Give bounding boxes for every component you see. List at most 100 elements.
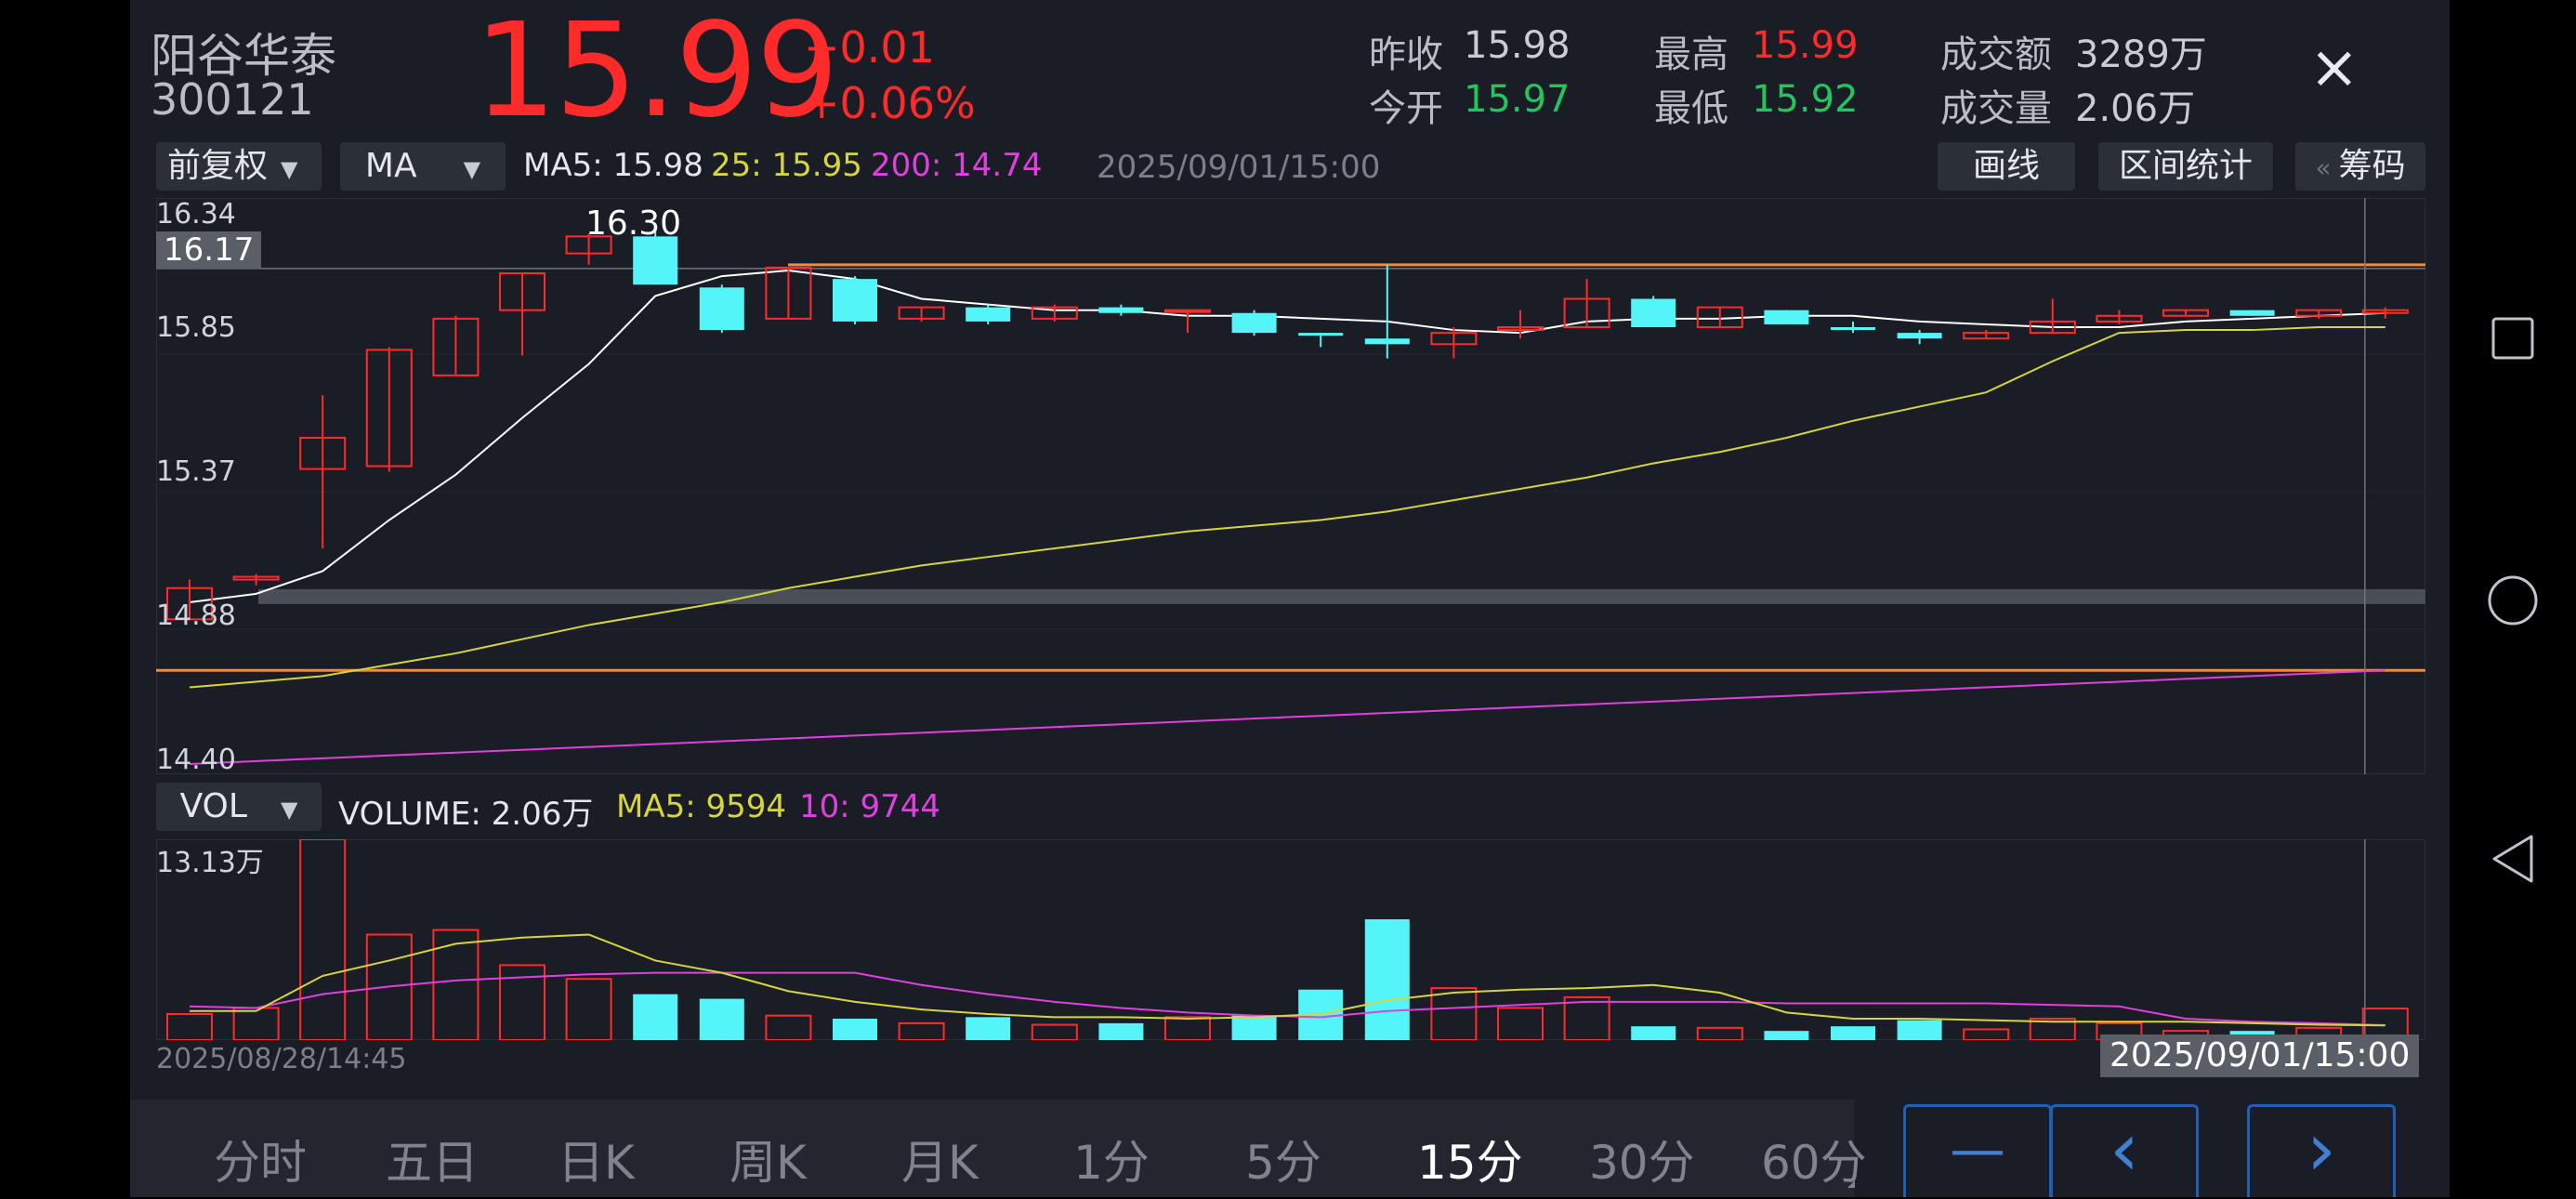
period-tab-15分[interactable]: 15分 xyxy=(1417,1136,1523,1190)
vol-dropdown[interactable]: VOL ▼ xyxy=(156,783,322,831)
candle xyxy=(1430,327,1478,359)
candle xyxy=(633,228,678,285)
volume-bar-up xyxy=(1164,1016,1211,1040)
next-button[interactable]: › xyxy=(2247,1104,2396,1197)
volume-bar-down xyxy=(1764,1031,1809,1040)
volume-bar-up xyxy=(898,1021,945,1040)
period-tab-1分[interactable]: 1分 xyxy=(1073,1136,1150,1190)
volume-bar-down xyxy=(1098,1022,1144,1040)
square-icon[interactable] xyxy=(2491,316,2535,361)
volume-bar-up xyxy=(565,978,612,1040)
last-price: 15.99 xyxy=(474,0,839,147)
candle-body-down xyxy=(1298,333,1344,336)
candle-body-up xyxy=(499,272,545,311)
volume-label: 成交量 xyxy=(1940,87,2052,130)
volume-ma10-line xyxy=(189,971,2385,1026)
kline-chart[interactable] xyxy=(156,198,2425,774)
candle-body-down xyxy=(1364,338,1410,345)
price-tick-top: 16.34 xyxy=(156,198,236,231)
prev-close-value: 15.98 xyxy=(1464,24,1571,67)
volume-bar-down xyxy=(833,1018,877,1040)
volume-bar-down xyxy=(633,994,678,1040)
candle xyxy=(1696,306,1743,329)
period-tab-五日[interactable]: 五日 xyxy=(386,1136,479,1190)
vol-ma5-label: MA5: 9594 xyxy=(616,788,787,825)
period-tab-月K[interactable]: 月K xyxy=(901,1136,979,1190)
candle-body-down xyxy=(1831,327,1875,331)
candle-body-down xyxy=(633,236,678,285)
back-triangle-icon[interactable] xyxy=(2491,833,2535,885)
open-label: 今开 xyxy=(1369,87,1443,130)
period-tabs: 分时 五日 日K 周K 月K 1分 5分 15分 30分 60分 xyxy=(130,1100,1867,1197)
open-value: 15.97 xyxy=(1464,78,1571,121)
candle xyxy=(1963,330,2010,340)
candle xyxy=(2162,309,2209,317)
indicator-dropdown-label: MA xyxy=(364,147,417,185)
period-tab-周K[interactable]: 周K xyxy=(729,1136,807,1190)
ma25-line xyxy=(189,326,2385,689)
candle xyxy=(1164,309,1211,334)
period-tab-bar xyxy=(130,1100,1854,1197)
stock-code: 300121 xyxy=(151,74,314,125)
chevron-down-icon: ▼ xyxy=(281,156,298,182)
volume-bar-up xyxy=(432,929,480,1040)
volume-bar-up xyxy=(1031,1023,1078,1040)
vol-ma10-label: 10: 9744 xyxy=(799,788,941,825)
candle-body-up xyxy=(565,235,612,255)
candle-body-up xyxy=(2361,309,2409,314)
low-label: 最低 xyxy=(1654,87,1728,130)
candle-body-up xyxy=(2096,314,2143,323)
candle xyxy=(898,306,945,322)
candle-body-down xyxy=(2229,310,2275,316)
candle xyxy=(1031,304,1078,322)
ma200-line xyxy=(189,669,2385,765)
candle xyxy=(1831,321,1875,334)
volume-bar-down xyxy=(1831,1026,1875,1040)
zoom-out-button[interactable]: — xyxy=(1903,1104,2052,1197)
candle xyxy=(1631,296,1676,328)
candle xyxy=(1897,330,1942,345)
volume-bar-up xyxy=(299,839,347,1040)
peak-price-label: 16.30 xyxy=(585,204,682,243)
volume-bar-down xyxy=(699,998,744,1040)
chevron-right-icon: › xyxy=(2307,1106,2336,1192)
volume-bar-up xyxy=(1497,1007,1544,1040)
volume-bar-down xyxy=(966,1017,1011,1040)
draw-button[interactable]: 画线 xyxy=(1938,142,2075,191)
circle-icon[interactable] xyxy=(2487,574,2539,626)
candle xyxy=(432,315,480,376)
volume-bar-up xyxy=(2029,1017,2076,1040)
indicator-dropdown[interactable]: MA ▼ xyxy=(340,142,506,191)
close-button[interactable]: × xyxy=(2309,33,2359,102)
price-change: +0.01 xyxy=(804,22,935,72)
range-stats-button[interactable]: 区间统计 xyxy=(2098,142,2273,191)
period-tab-30分[interactable]: 30分 xyxy=(1589,1136,1695,1190)
price-tick: 15.85 xyxy=(156,311,236,344)
period-tab-5分[interactable]: 5分 xyxy=(1245,1136,1321,1190)
volume-bar-up xyxy=(1563,995,1610,1040)
candle-body-up xyxy=(166,586,213,621)
candle-body-down xyxy=(1231,312,1277,334)
system-nav-bar xyxy=(2450,0,2576,1197)
candle xyxy=(765,266,812,320)
candle-body-up xyxy=(1031,306,1078,320)
volume-chart[interactable] xyxy=(156,839,2425,1040)
candle xyxy=(2096,310,2143,324)
candle-body-down xyxy=(1897,333,1942,339)
chips-button[interactable]: «筹码 xyxy=(2295,142,2425,191)
candle xyxy=(1231,310,1277,336)
candle xyxy=(365,347,413,472)
candle xyxy=(966,304,1011,324)
stock-name: 阳谷华泰 xyxy=(151,29,336,83)
prev-button[interactable]: ‹ xyxy=(2050,1104,2199,1197)
amount-value: 3289万 xyxy=(2075,33,2207,76)
chart-frame xyxy=(156,198,2425,774)
period-tab-日K[interactable]: 日K xyxy=(558,1136,635,1190)
volume-bar-up xyxy=(365,933,413,1040)
candle xyxy=(2229,310,2275,316)
adjust-dropdown[interactable]: 前复权 ▼ xyxy=(156,142,322,191)
stock-chart-screen: 阳谷华泰 300121 15.99 +0.01 +0.06% 昨收 15.98 … xyxy=(130,0,2450,1197)
period-tab-分时[interactable]: 分时 xyxy=(214,1136,307,1190)
candle-body-down xyxy=(1764,310,1809,324)
candle xyxy=(1497,310,1544,339)
